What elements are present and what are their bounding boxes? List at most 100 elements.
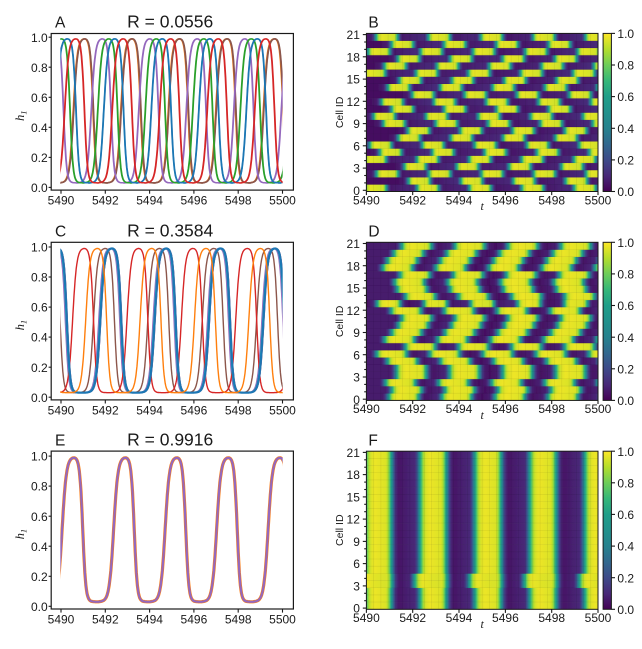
svg-text:0.2: 0.2 [617,154,634,168]
svg-text:5496: 5496 [492,193,519,207]
svg-text:0.0: 0.0 [617,394,634,408]
svg-text:R = 0.0556: R = 0.0556 [127,12,213,32]
svg-text:F: F [368,432,377,449]
svg-text:0: 0 [353,393,360,407]
svg-text:0.6: 0.6 [31,510,48,524]
svg-text:5500: 5500 [585,402,612,416]
svg-text:5496: 5496 [181,194,208,208]
svg-text:1.0: 1.0 [617,445,634,459]
svg-text:5498: 5498 [225,194,252,208]
svg-text:5496: 5496 [181,613,208,627]
svg-text:5494: 5494 [136,403,163,417]
svg-text:B: B [368,15,378,32]
svg-text:Cell ID: Cell ID [334,514,346,546]
svg-text:0.6: 0.6 [31,301,48,315]
svg-text:1.0: 1.0 [31,450,48,464]
svg-text:5496: 5496 [181,403,208,417]
svg-text:12: 12 [347,304,361,318]
svg-text:5494: 5494 [136,613,163,627]
svg-text:5498: 5498 [538,193,565,207]
svg-text:0.4: 0.4 [31,331,48,345]
svg-text:15: 15 [347,73,361,87]
svg-text:5500: 5500 [585,611,612,625]
svg-text:5492: 5492 [92,194,119,208]
svg-text:0.2: 0.2 [31,570,48,584]
svg-text:h1: h1 [13,320,29,331]
svg-text:6: 6 [353,139,360,153]
svg-text:5490: 5490 [353,402,380,416]
svg-text:0.0: 0.0 [617,185,634,199]
svg-text:0.6: 0.6 [31,91,48,105]
svg-text:0.6: 0.6 [617,508,634,522]
svg-text:1.0: 1.0 [617,236,634,250]
svg-text:9: 9 [353,326,360,340]
svg-text:5492: 5492 [92,403,119,417]
svg-text:Cell ID: Cell ID [334,96,346,128]
svg-text:5490: 5490 [48,613,75,627]
svg-text:0.0: 0.0 [617,603,634,617]
svg-text:0.4: 0.4 [617,331,634,345]
svg-text:5490: 5490 [48,403,75,417]
svg-text:21: 21 [347,28,361,42]
svg-text:21: 21 [347,446,361,460]
svg-text:5500: 5500 [269,403,296,417]
svg-text:0.2: 0.2 [617,571,634,585]
svg-text:0.4: 0.4 [617,122,634,136]
svg-text:3: 3 [353,162,360,176]
svg-text:6: 6 [353,348,360,362]
svg-text:0.4: 0.4 [617,540,634,554]
svg-text:3: 3 [353,580,360,594]
svg-text:5492: 5492 [399,611,426,625]
svg-text:5500: 5500 [585,193,612,207]
svg-text:1.0: 1.0 [31,31,48,45]
svg-text:0: 0 [353,184,360,198]
svg-text:5498: 5498 [225,613,252,627]
svg-text:5498: 5498 [538,611,565,625]
svg-text:15: 15 [347,282,361,296]
svg-text:5492: 5492 [399,193,426,207]
svg-text:3: 3 [353,371,360,385]
svg-text:5492: 5492 [399,402,426,416]
svg-text:D: D [368,224,379,241]
svg-text:21: 21 [347,237,361,251]
svg-text:h1: h1 [13,529,29,540]
svg-text:0.8: 0.8 [31,480,48,494]
svg-text:0.6: 0.6 [617,299,634,313]
svg-text:C: C [55,224,66,241]
svg-text:t: t [481,617,485,631]
svg-text:0.2: 0.2 [617,362,634,376]
svg-text:5494: 5494 [446,193,473,207]
svg-text:5498: 5498 [225,403,252,417]
svg-text:0.8: 0.8 [617,476,634,490]
svg-text:5490: 5490 [353,193,380,207]
svg-text:0.4: 0.4 [31,121,48,135]
svg-text:0.8: 0.8 [617,59,634,73]
svg-text:0.8: 0.8 [617,268,634,282]
svg-text:12: 12 [347,513,361,527]
svg-text:5500: 5500 [269,194,296,208]
svg-text:0: 0 [353,602,360,616]
svg-text:18: 18 [347,50,361,64]
svg-text:9: 9 [353,117,360,131]
svg-text:5490: 5490 [48,194,75,208]
svg-text:5498: 5498 [538,402,565,416]
svg-text:5490: 5490 [353,611,380,625]
svg-text:5496: 5496 [492,611,519,625]
svg-text:t: t [481,199,485,213]
svg-text:5492: 5492 [92,613,119,627]
svg-text:12: 12 [347,95,361,109]
svg-text:1.0: 1.0 [617,27,634,41]
svg-text:5494: 5494 [136,194,163,208]
svg-text:0.0: 0.0 [31,181,48,195]
svg-text:5496: 5496 [492,402,519,416]
svg-text:0.4: 0.4 [31,540,48,554]
svg-text:A: A [55,15,66,32]
svg-text:t: t [481,408,485,422]
svg-text:E: E [55,432,65,449]
svg-text:18: 18 [347,259,361,273]
svg-text:0.2: 0.2 [31,361,48,375]
svg-text:R = 0.9916: R = 0.9916 [127,429,213,449]
svg-text:6: 6 [353,557,360,571]
svg-text:0.8: 0.8 [31,271,48,285]
svg-text:0.0: 0.0 [31,600,48,614]
